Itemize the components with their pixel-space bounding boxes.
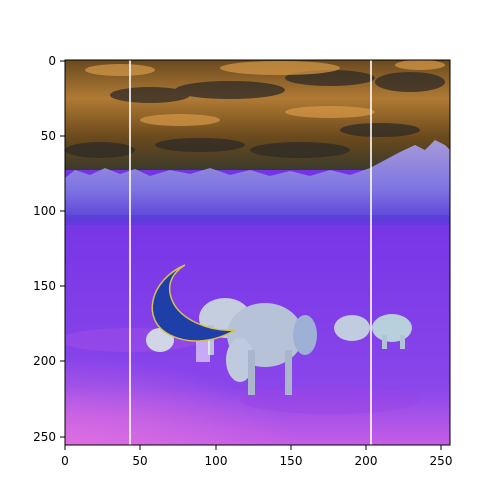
dark-clouds [65,70,445,158]
x-tick-label: 250 [430,454,453,468]
inverted-landscape-image [65,60,450,445]
y-tick-label: 100 [33,204,56,218]
x-tick-label: 0 [61,454,69,468]
y-tick-label: 200 [33,354,56,368]
y-tick-label: 250 [33,430,56,444]
x-tick-label: 200 [355,454,378,468]
blue-crescent-shape [151,264,236,342]
y-tick-label: 0 [48,54,56,68]
cow-herd [146,298,412,395]
x-tick-label: 150 [280,454,303,468]
x-tick-label: 100 [205,454,228,468]
treeline [65,140,450,222]
x-axis: 0 50 100 150 200 250 [61,445,452,468]
y-tick-label: 50 [41,129,56,143]
axes-frame [64,59,451,446]
bright-clouds [85,60,445,126]
x-tick-label: 50 [132,454,147,468]
y-tick-label: 150 [33,279,56,293]
y-axis: 0 50 100 150 200 250 [33,54,65,444]
